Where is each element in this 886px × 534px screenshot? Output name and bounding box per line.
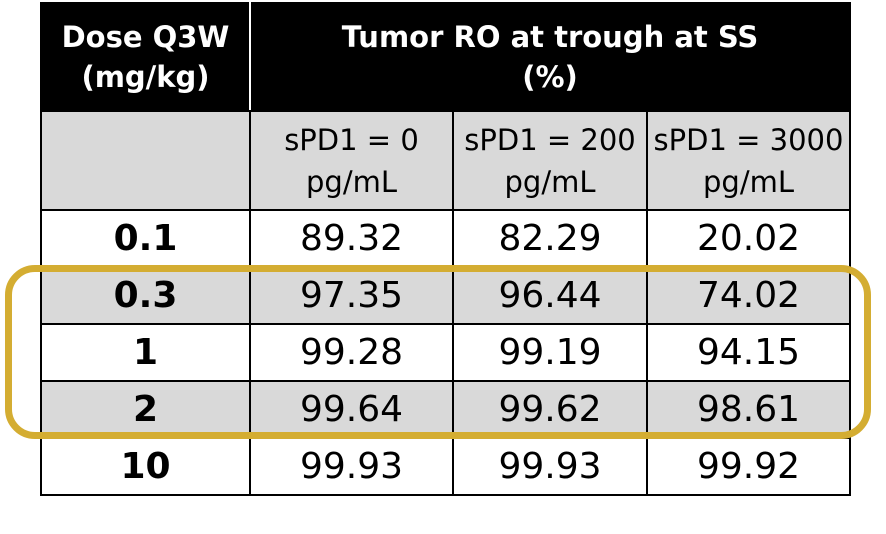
ro-header-line1: Tumor RO at trough at SS (341, 20, 759, 54)
ro-header-line2: (%) (522, 60, 578, 94)
value-cell: 99.93 (249, 437, 454, 496)
receptor-occupancy-table: Dose Q3W (mg/kg) Tumor RO at trough at S… (40, 2, 852, 496)
value-cell: 82.29 (452, 209, 648, 268)
value-cell: 97.35 (249, 266, 454, 325)
value-cell: 98.61 (645, 380, 852, 439)
value-cell: 74.02 (645, 266, 852, 325)
subheader-spd1-200: sPD1 = 200 pg/mL (452, 110, 648, 211)
value-cell: 99.28 (249, 323, 454, 382)
dose-header-line1: Dose Q3W (61, 20, 230, 54)
value-cell: 99.19 (452, 323, 648, 382)
value-cell: 99.62 (452, 380, 648, 439)
dose-cell: 0.3 (40, 266, 251, 325)
value-cell: 94.15 (645, 323, 852, 382)
header-row: Dose Q3W (mg/kg) Tumor RO at trough at S… (40, 2, 852, 112)
subheader-spd1-3000-line1: sPD1 = 3000 (653, 122, 844, 157)
subheader-spd1-200-line1: sPD1 = 200 (464, 122, 636, 157)
dose-cell: 1 (40, 323, 251, 382)
table-row: 1 99.28 99.19 94.15 (40, 323, 852, 382)
value-cell: 96.44 (452, 266, 648, 325)
subheader-spd1-3000: sPD1 = 3000 pg/mL (645, 110, 852, 211)
subheader-spd1-0-line1: sPD1 = 0 (284, 122, 419, 157)
value-cell: 99.93 (452, 437, 648, 496)
subheader-spd1-200-line2: pg/mL (504, 164, 596, 199)
subheader-spd1-0: sPD1 = 0 pg/mL (249, 110, 454, 211)
dose-header-line2: (mg/kg) (81, 60, 210, 94)
table-row: 0.1 89.32 82.29 20.02 (40, 209, 852, 268)
value-cell: 89.32 (249, 209, 454, 268)
dose-cell: 0.1 (40, 209, 251, 268)
subheader-empty-cell (40, 110, 251, 211)
subheader-spd1-3000-line2: pg/mL (703, 164, 795, 199)
subheader-row: sPD1 = 0 pg/mL sPD1 = 200 pg/mL sPD1 = 3… (40, 110, 852, 211)
dose-column-header: Dose Q3W (mg/kg) (40, 2, 251, 112)
dose-cell: 2 (40, 380, 251, 439)
ro-column-header: Tumor RO at trough at SS (%) (248, 2, 852, 112)
value-cell: 20.02 (645, 209, 852, 268)
table-row: 10 99.93 99.93 99.92 (40, 437, 852, 496)
dose-cell: 10 (40, 437, 251, 496)
subheader-spd1-0-line2: pg/mL (306, 164, 397, 199)
value-cell: 99.64 (249, 380, 454, 439)
table-row: 2 99.64 99.62 98.61 (40, 380, 852, 439)
table-row: 0.3 97.35 96.44 74.02 (40, 266, 852, 325)
value-cell: 99.92 (645, 437, 852, 496)
